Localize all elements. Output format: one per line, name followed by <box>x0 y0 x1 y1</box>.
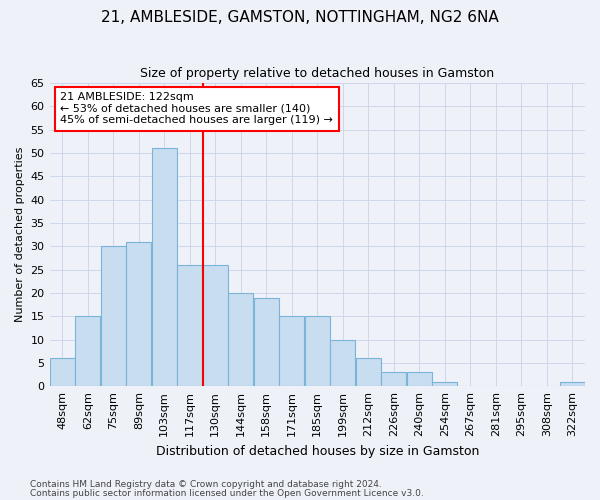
Bar <box>560 382 584 386</box>
Bar <box>178 265 202 386</box>
Bar <box>152 148 176 386</box>
Text: Contains HM Land Registry data © Crown copyright and database right 2024.: Contains HM Land Registry data © Crown c… <box>30 480 382 489</box>
Bar <box>382 372 406 386</box>
Bar <box>280 316 304 386</box>
Bar <box>76 316 100 386</box>
Text: 21, AMBLESIDE, GAMSTON, NOTTINGHAM, NG2 6NA: 21, AMBLESIDE, GAMSTON, NOTTINGHAM, NG2 … <box>101 10 499 25</box>
Text: 21 AMBLESIDE: 122sqm
← 53% of detached houses are smaller (140)
45% of semi-deta: 21 AMBLESIDE: 122sqm ← 53% of detached h… <box>60 92 333 126</box>
Bar <box>331 340 355 386</box>
Bar <box>305 316 329 386</box>
X-axis label: Distribution of detached houses by size in Gamston: Distribution of detached houses by size … <box>155 444 479 458</box>
Bar <box>407 372 431 386</box>
Bar <box>50 358 74 386</box>
Bar <box>433 382 457 386</box>
Bar <box>101 246 125 386</box>
Bar <box>229 293 253 386</box>
Bar <box>356 358 380 386</box>
Text: Contains public sector information licensed under the Open Government Licence v3: Contains public sector information licen… <box>30 488 424 498</box>
Y-axis label: Number of detached properties: Number of detached properties <box>15 147 25 322</box>
Bar <box>127 242 151 386</box>
Title: Size of property relative to detached houses in Gamston: Size of property relative to detached ho… <box>140 68 494 80</box>
Bar <box>203 265 227 386</box>
Bar <box>254 298 278 386</box>
